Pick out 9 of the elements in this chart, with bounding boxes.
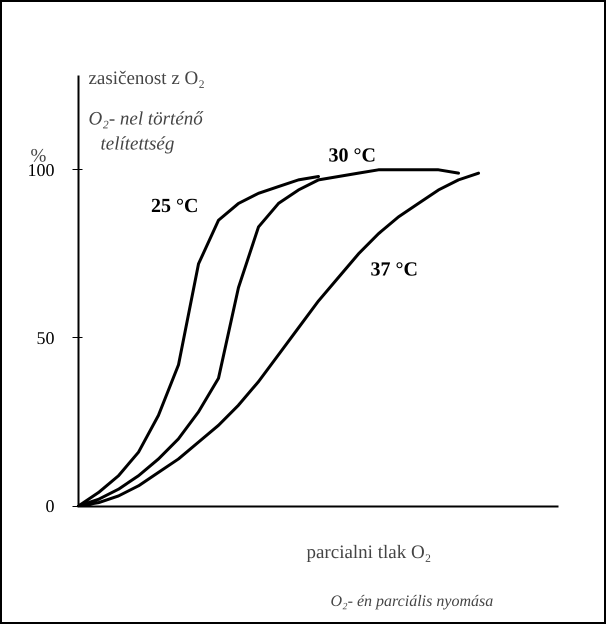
series-label: 25 °C xyxy=(151,194,199,217)
y-tick-label: 50 xyxy=(36,328,54,348)
series-label: 30 °C xyxy=(328,144,376,166)
annotation: O₂- nel történő telítettség xyxy=(88,108,204,155)
y-axis-title: zasičenost z O₂ xyxy=(88,68,205,90)
x-axis-title: parcialni tlak O₂ xyxy=(306,542,432,564)
y-tick-label: 0 xyxy=(46,496,54,516)
text: O₂- én parciális nyomása xyxy=(330,593,494,610)
series-label: 37 °C xyxy=(370,258,418,281)
